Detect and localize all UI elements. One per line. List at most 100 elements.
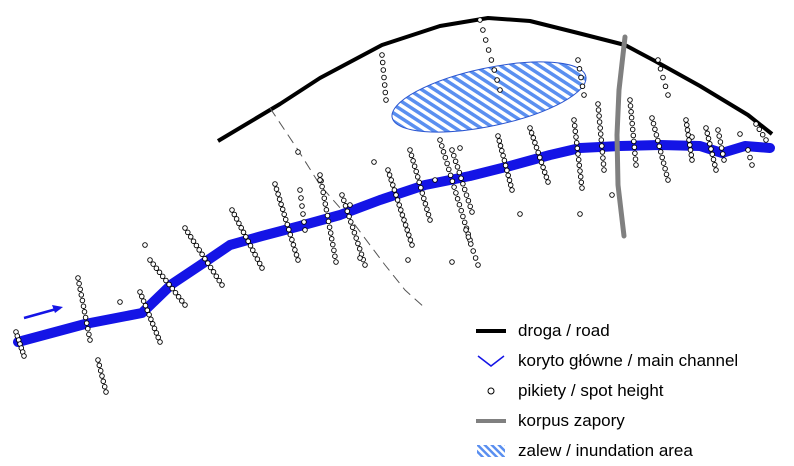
spot-height-marker	[99, 373, 105, 379]
spot-height-marker	[371, 159, 377, 165]
spot-height-marker	[349, 224, 356, 231]
spot-height-marker	[155, 334, 161, 341]
spot-height-marker	[205, 260, 211, 266]
spot-height-marker	[688, 152, 695, 158]
spot-height-marker	[207, 264, 214, 271]
spot-height-marker	[385, 167, 391, 173]
spot-height-marker	[662, 165, 668, 172]
spot-height-marker	[156, 269, 163, 276]
spot-height-marker	[469, 209, 475, 215]
spot-height-marker	[414, 174, 421, 180]
spot-height-marker	[452, 158, 459, 165]
main-channel-legend-icon	[477, 355, 505, 367]
spot-height-marker	[573, 134, 579, 140]
spot-height-marker	[103, 389, 109, 395]
legend: droga / road koryto główne / main channe…	[474, 316, 794, 466]
spot-height-marker	[407, 147, 413, 153]
spot-height-marker	[163, 277, 169, 284]
spot-height-marker	[530, 135, 537, 141]
spot-height-marker	[609, 192, 615, 198]
spot-height-marker	[745, 147, 751, 153]
spot-height-marker	[76, 280, 82, 287]
spot-height-marker	[328, 236, 335, 242]
spot-height-marker	[528, 130, 535, 136]
spot-height-marker	[295, 257, 301, 263]
spot-height-marker	[527, 125, 533, 131]
spot-height-marker	[297, 187, 303, 193]
spot-height-marker	[78, 292, 85, 298]
spot-height-marker	[709, 151, 716, 158]
spot-height-marker	[175, 294, 182, 300]
spot-height-marker	[571, 122, 578, 129]
spot-height-marker	[650, 120, 657, 127]
spot-height-marker	[630, 132, 637, 139]
spot-height-marker	[763, 137, 769, 143]
spot-height-marker	[689, 157, 695, 163]
spot-height-marker	[444, 160, 450, 167]
spot-height-marker	[81, 309, 88, 315]
spot-height-legend-icon	[487, 387, 495, 395]
spot-height-marker	[379, 52, 385, 58]
spot-height-marker	[355, 240, 361, 247]
spot-height-marker	[578, 74, 584, 81]
spot-height-marker	[393, 192, 399, 198]
spot-height-marker	[151, 325, 158, 332]
spot-height-marker	[396, 202, 402, 208]
spot-height-marker	[683, 117, 689, 123]
spot-height-marker	[653, 132, 660, 138]
spot-height-marker	[597, 125, 603, 131]
spot-height-marker	[252, 251, 258, 258]
spot-height-marker	[290, 242, 297, 248]
spot-height-marker	[83, 320, 90, 326]
spot-height-marker	[150, 261, 156, 267]
spot-height-marker	[687, 147, 694, 153]
spot-height-marker	[157, 339, 163, 345]
spot-height-marker	[505, 172, 511, 179]
spot-height-marker	[574, 145, 581, 152]
spot-height-marker	[187, 234, 194, 240]
spot-height-marker	[721, 157, 727, 163]
spot-height-marker	[144, 307, 151, 313]
spot-height-marker	[598, 137, 605, 143]
spot-height-marker	[579, 185, 585, 191]
spot-height-marker	[146, 311, 152, 318]
spot-height-marker	[482, 37, 489, 43]
spot-height-marker	[321, 195, 328, 201]
spot-height-marker	[21, 353, 27, 359]
spot-height-marker	[494, 77, 500, 83]
spot-height-marker	[461, 186, 468, 193]
spot-height-marker	[243, 234, 249, 240]
spot-height-marker	[458, 175, 464, 181]
spot-height-marker	[575, 156, 582, 163]
spot-height-marker	[347, 202, 353, 208]
spot-height-marker	[342, 203, 349, 209]
spot-height-marker	[600, 161, 607, 167]
spot-height-marker	[581, 92, 587, 98]
spot-height-marker	[300, 211, 306, 217]
spot-height-marker	[292, 247, 298, 253]
spot-height-marker	[382, 89, 389, 96]
spot-height-marker	[663, 171, 670, 178]
spot-height-marker	[660, 74, 666, 81]
spot-height-marker	[402, 222, 409, 228]
spot-height-marker	[710, 156, 717, 163]
spot-height-marker	[77, 286, 83, 293]
spot-height-marker	[406, 232, 412, 238]
spot-height-marker	[628, 114, 635, 121]
spot-height-marker	[601, 167, 607, 173]
spot-height-marker	[182, 225, 188, 231]
spot-height-marker	[460, 181, 466, 187]
spot-height-marker	[299, 203, 305, 209]
spot-height-marker	[319, 183, 325, 190]
spot-height-marker	[254, 256, 261, 262]
spot-height-marker	[86, 331, 92, 338]
spot-height-marker	[447, 172, 454, 179]
spot-height-marker	[718, 145, 725, 151]
spot-height-marker	[153, 330, 160, 336]
spot-height-marker	[351, 229, 358, 236]
spot-height-marker	[247, 242, 254, 249]
road-line	[216, 16, 774, 143]
spot-height-marker	[410, 158, 416, 164]
spot-height-marker	[97, 367, 104, 374]
